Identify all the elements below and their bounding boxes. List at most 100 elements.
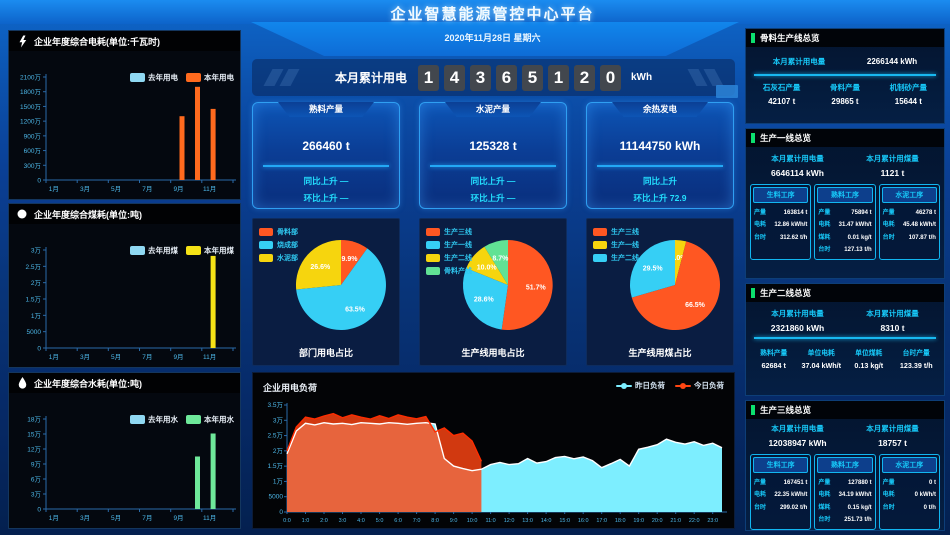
stat-card-title: 熟料产量: [278, 102, 374, 117]
svg-text:3月: 3月: [80, 185, 90, 193]
legend-item[interactable]: 骨料产线: [426, 266, 472, 276]
kv-value: 1121 t: [880, 168, 905, 178]
header-band: [0, 0, 950, 24]
stat-card-title: 余热发电: [612, 102, 708, 117]
legend-label: 骨料部: [277, 229, 298, 236]
legend-item[interactable]: 生产二线: [593, 253, 639, 263]
panel-title: 骨料生产线总览: [760, 33, 820, 43]
svg-text:0:0: 0:0: [283, 518, 291, 524]
kv-label: 本月累计用电量: [771, 424, 824, 433]
row-label: 产量: [882, 479, 895, 486]
legend-swatch: [593, 254, 607, 262]
legend-swatch: [426, 254, 440, 262]
legend-label: 去年用电: [148, 73, 178, 82]
pie-title: 生产线用煤占比: [628, 348, 692, 358]
legend-item[interactable]: 烧成部: [259, 240, 298, 250]
stat-label: 单位电耗: [807, 350, 835, 357]
svg-text:3月: 3月: [80, 514, 90, 522]
counter-digit: 1: [417, 64, 439, 91]
svg-text:5月: 5月: [111, 185, 121, 193]
kv-value: 8310 t: [880, 323, 905, 333]
chevron-decoration: [279, 69, 300, 86]
svg-text:2.5万: 2.5万: [267, 432, 283, 440]
svg-text:9:0: 9:0: [450, 518, 458, 524]
row-value: 167451 t: [783, 479, 808, 486]
yoy-text: 同比上升: [642, 176, 677, 186]
green-accent-bar: [751, 33, 755, 43]
counter-digit: 6: [495, 64, 517, 91]
row-label: 电耗: [818, 222, 831, 228]
svg-text:21:0: 21:0: [670, 518, 681, 524]
svg-text:1200万: 1200万: [20, 118, 41, 126]
svg-text:2.5万: 2.5万: [25, 263, 41, 271]
yoy-text: 同比上升 —: [303, 176, 349, 186]
legend-item[interactable]: 本年用煤: [186, 245, 234, 256]
legend-item[interactable]: 昨日负荷: [616, 380, 665, 391]
stat-value: 62684 t: [761, 361, 786, 370]
legend-label: 水泥部: [277, 255, 298, 262]
bar-chart-water[interactable]: 0 3万 6万 9万 12万 15万 18万 1月 3月 5月 7月 9月 11月: [9, 411, 238, 524]
green-accent-bar: [751, 133, 755, 143]
bar-chart-electricity[interactable]: 0 300万 600万 900万 1200万 1500万 1800万 2100万 1月 3月 5月 7…: [9, 69, 238, 195]
svg-text:0: 0: [37, 507, 41, 514]
proc-title: 水泥工序: [881, 187, 937, 203]
row-value: 31.47 kWh/t: [838, 222, 872, 228]
counter-digit: 2: [573, 64, 595, 91]
row-value: 0.01 kg/t: [847, 234, 872, 241]
stat-card-cement-output: 水泥产量 125328 t 同比上升 — 环比上升 —: [419, 102, 567, 209]
bar-legend: 去年用水 本年用水: [130, 414, 234, 425]
svg-text:6:0: 6:0: [394, 518, 402, 524]
svg-text:0: 0: [279, 509, 283, 516]
legend-label: 生产二线: [444, 255, 472, 262]
legend-item[interactable]: 生产三线: [426, 227, 472, 237]
legend-item[interactable]: 骨料部: [259, 227, 298, 237]
row-label: 台时: [818, 517, 831, 523]
legend-label: 本年用水: [204, 415, 234, 424]
svg-text:1月: 1月: [49, 353, 59, 361]
legend-dot: [621, 382, 627, 389]
legend-item[interactable]: 去年用水: [130, 414, 178, 425]
lightning-icon: [16, 35, 28, 48]
legend-item[interactable]: 生产二线: [426, 253, 472, 263]
monthly-electricity-counter: 本月累计用电 1 4 3 6 5 1 2 0 kWh: [252, 59, 735, 96]
load-title: 企业用电负荷: [263, 383, 318, 393]
legend-item[interactable]: 去年用电: [130, 72, 178, 83]
row-label: 电耗: [882, 222, 895, 228]
area-chart-load[interactable]: 0 5000 1万 1.5万 2万 2.5万 3万 3.5万 0:0 1:0 2:0 3:0 4:0 5:…: [257, 399, 732, 525]
legend-marker: [675, 382, 691, 389]
legend-item[interactable]: 今日负荷: [675, 380, 724, 391]
svg-text:14:0: 14:0: [541, 518, 552, 524]
row-value: 163814 t: [783, 209, 808, 216]
stat-value: 15644 t: [894, 97, 922, 106]
legend-item[interactable]: 去年用煤: [130, 245, 178, 256]
row-value: 0 t/h: [923, 504, 936, 511]
pie-title: 生产线用电占比: [461, 348, 525, 358]
legend-label: 生产三线: [444, 229, 472, 236]
kv-label: 本月累计用煤量: [866, 154, 919, 163]
bar-chart-coal[interactable]: 0 5000 1万 1.5万 2万 2.5万 3万 1月 3月 5月 7月 9月 11月: [9, 242, 238, 363]
legend-swatch: [426, 228, 440, 236]
row-label: 产量: [754, 209, 767, 216]
legend-item[interactable]: 生产三线: [593, 227, 639, 237]
legend-item[interactable]: 生产一线: [593, 240, 639, 250]
legend-item[interactable]: 水泥部: [259, 253, 298, 263]
row-value: 12.86 kWh/t: [774, 222, 808, 228]
svg-text:3万: 3万: [273, 416, 284, 424]
pie-chart-line-coal[interactable]: 4.0% 66.5% 29.5%: [587, 227, 735, 345]
mom-text: 环比上升 —: [303, 193, 349, 203]
svg-text:18万: 18万: [27, 416, 41, 424]
legend-item[interactable]: 本年用水: [186, 414, 234, 425]
legend-item[interactable]: 本年用电: [186, 72, 234, 83]
stat-value: 0.13 kg/t: [854, 361, 884, 370]
stat-label: 台时产量: [902, 350, 930, 357]
svg-text:0: 0: [37, 346, 41, 353]
legend-dot: [680, 382, 686, 389]
row-value: 107.87 t/h: [908, 234, 936, 241]
svg-text:20:0: 20:0: [652, 518, 663, 524]
legend-item[interactable]: 生产一线: [426, 240, 472, 250]
pie-chart-department[interactable]: 9.9% 63.5% 26.6%: [253, 227, 401, 345]
pie-chart-line-electricity[interactable]: 51.7% 28.6% 10.0% 8.7%: [420, 227, 568, 345]
row-label: 台时: [882, 504, 895, 511]
legend-swatch: [259, 228, 273, 236]
